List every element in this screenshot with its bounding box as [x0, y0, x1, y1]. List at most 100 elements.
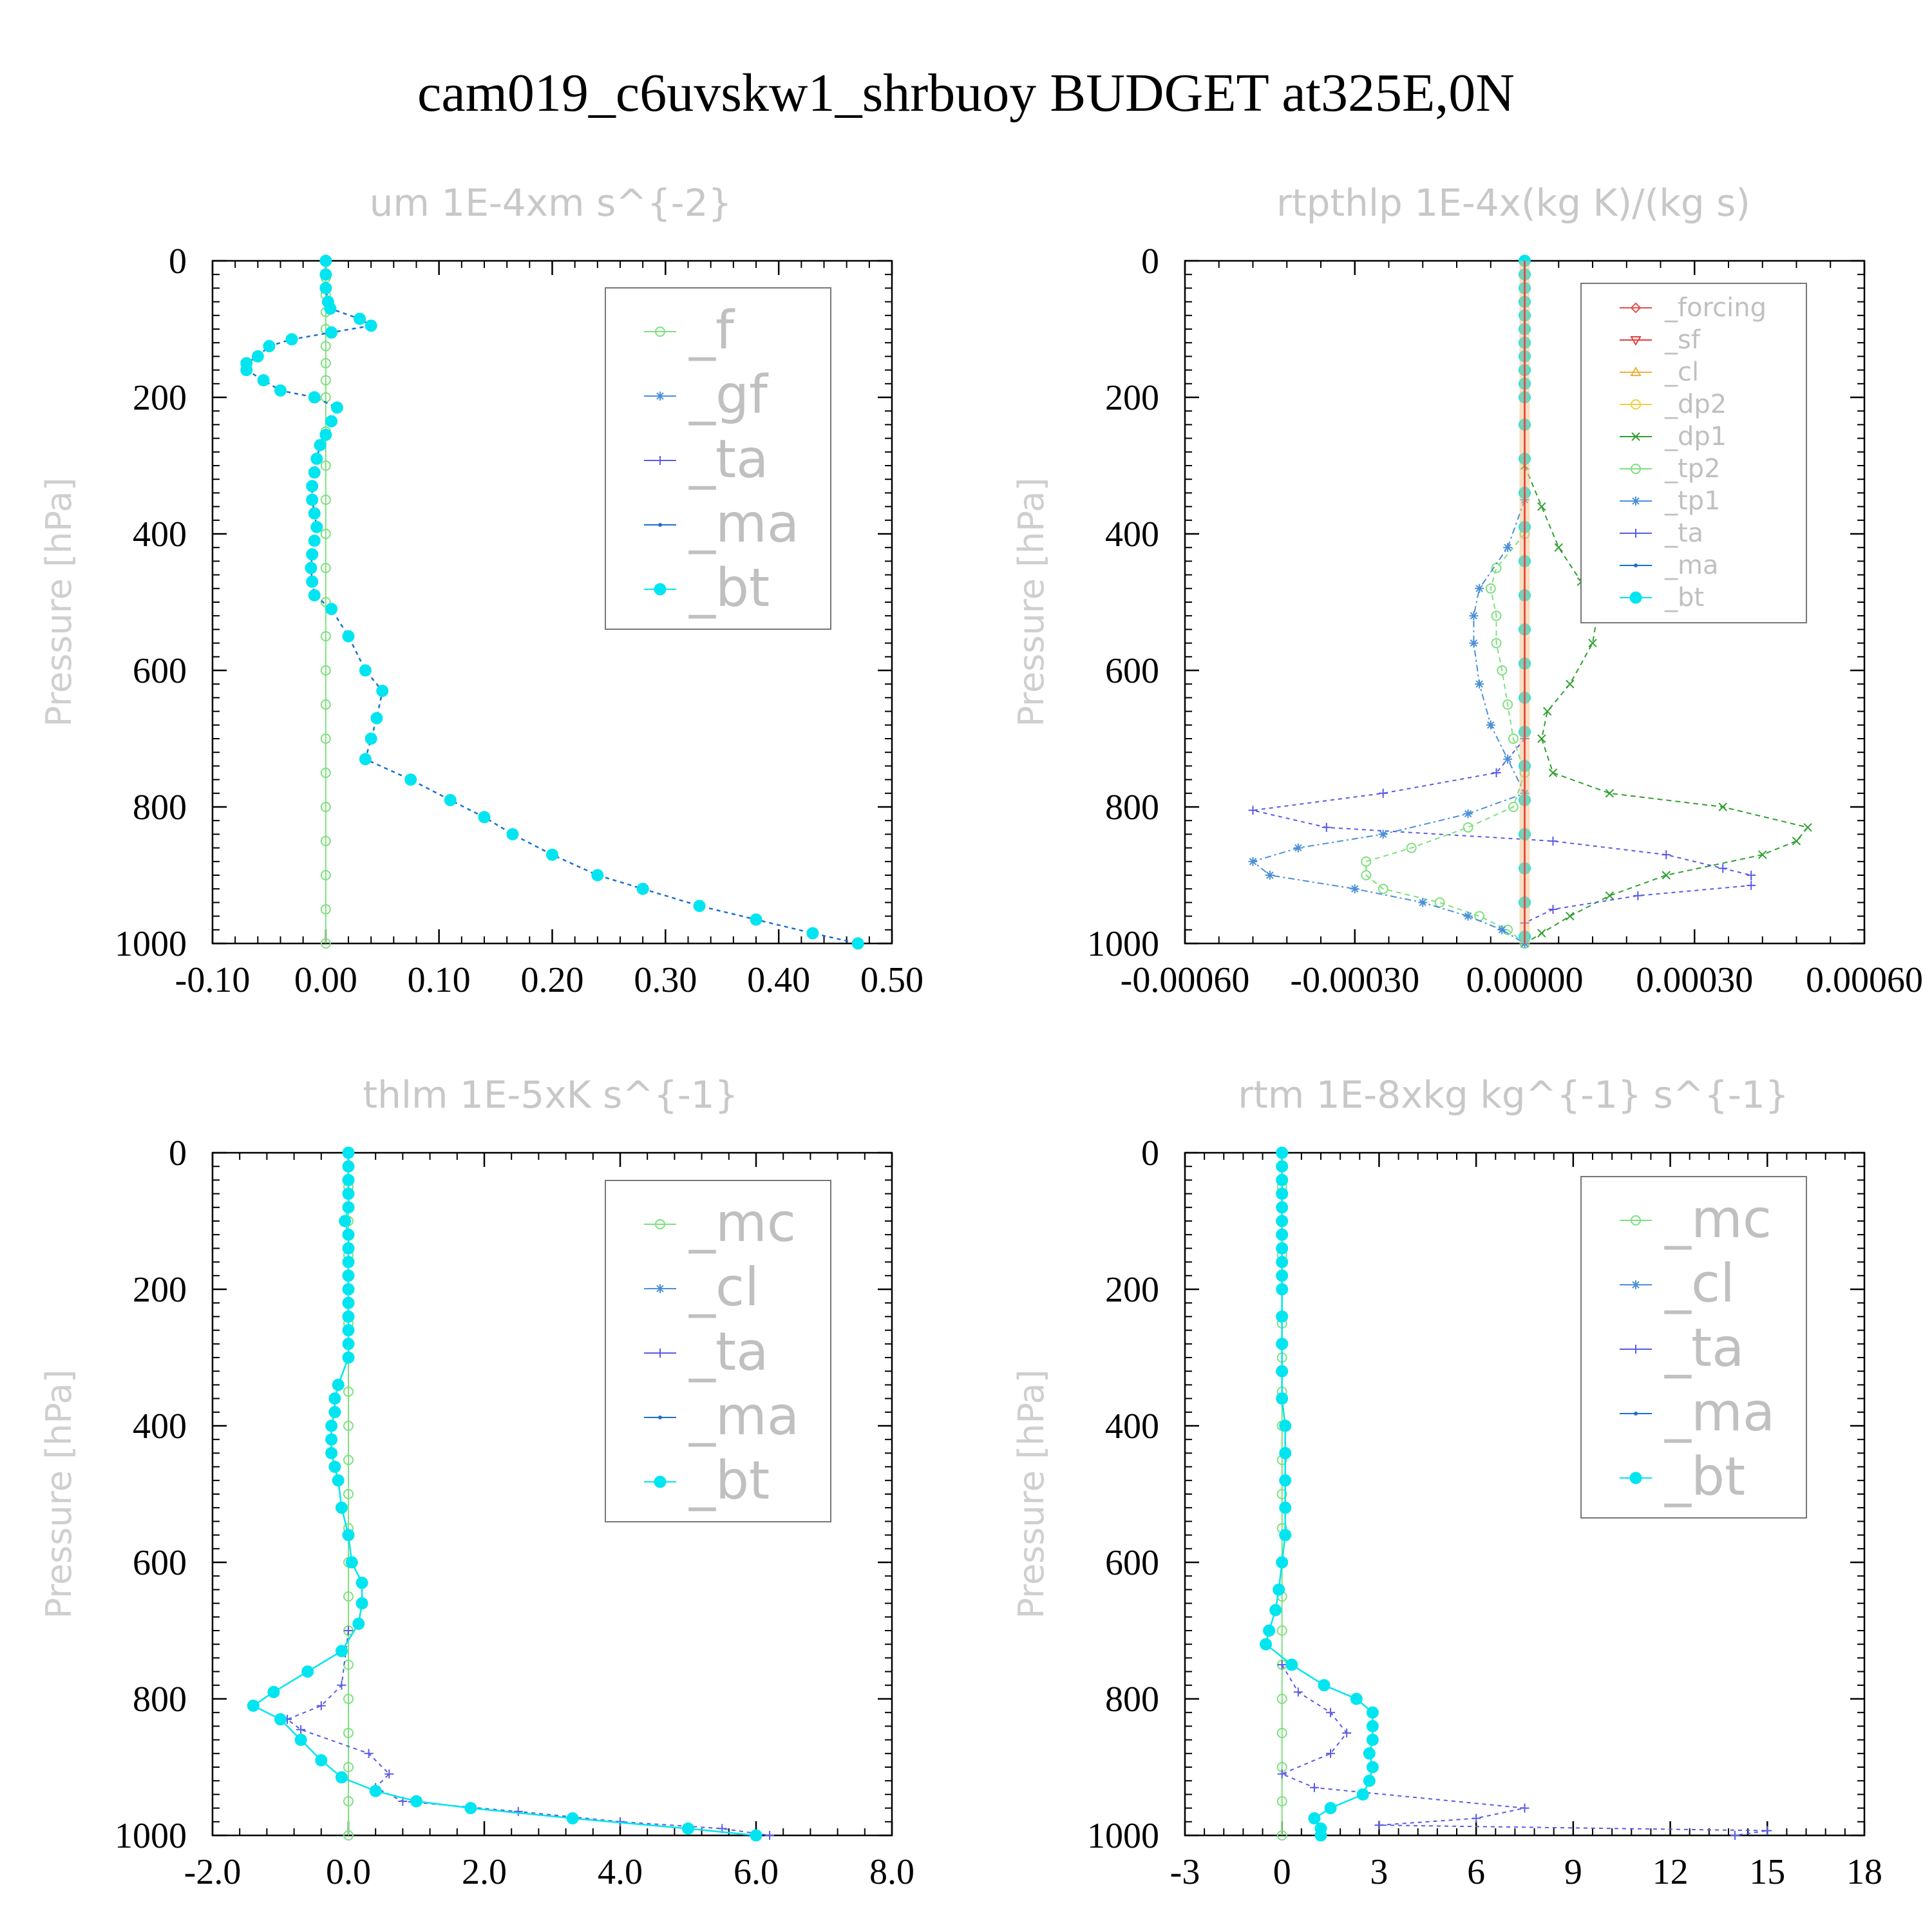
data-point — [305, 562, 317, 574]
data-point — [310, 452, 323, 465]
data-point — [1342, 1728, 1352, 1738]
legend-marker — [1631, 529, 1640, 538]
x-tick-label: -3 — [1170, 1852, 1200, 1892]
x-tick-label: -0.00060 — [1121, 960, 1250, 1000]
data-point — [325, 326, 338, 339]
x-tick-label: 0.30 — [634, 960, 697, 1000]
data-point — [1279, 1446, 1292, 1459]
legend-box — [605, 287, 831, 630]
data-point — [342, 1351, 355, 1364]
data-point — [320, 836, 331, 846]
legend-label: _bt — [688, 1450, 770, 1511]
data-point — [364, 1748, 374, 1758]
data-point — [325, 603, 338, 616]
data-point — [1276, 1269, 1289, 1282]
legend-marker — [655, 1219, 665, 1229]
data-point — [1497, 925, 1507, 934]
data-point — [1366, 1761, 1379, 1774]
series-line — [1524, 465, 1809, 944]
data-point — [682, 1822, 694, 1835]
data-point — [1520, 1803, 1530, 1813]
data-point — [352, 1617, 365, 1630]
data-point — [1285, 1658, 1298, 1671]
data-point — [328, 1392, 341, 1405]
data-point — [308, 507, 321, 520]
y-tick-label: 600 — [133, 651, 187, 691]
data-point — [1475, 679, 1484, 689]
data-point — [376, 685, 389, 697]
x-tick-label: -0.00030 — [1290, 960, 1419, 1000]
data-point — [320, 358, 331, 368]
data-point — [1276, 1310, 1289, 1323]
data-point — [693, 900, 706, 913]
series-line — [286, 1630, 770, 1836]
y-tick-label: 800 — [133, 1680, 187, 1719]
data-point — [1463, 809, 1473, 819]
data-point — [274, 384, 287, 397]
legend-marker — [1631, 1345, 1640, 1354]
data-point — [1363, 1747, 1376, 1760]
data-point — [319, 281, 332, 294]
data-point — [1554, 543, 1563, 552]
data-point — [1276, 1489, 1287, 1499]
y-axis-label: Pressure [hPa] — [39, 477, 79, 726]
data-point — [342, 1173, 355, 1186]
data-point — [1502, 699, 1513, 710]
data-point — [1475, 583, 1484, 593]
data-point — [355, 1597, 368, 1610]
data-point — [285, 333, 298, 346]
data-point — [444, 793, 457, 806]
data-point — [296, 1725, 306, 1734]
data-point — [1273, 1583, 1285, 1596]
panel-rtpthlp: rtpthlp 1E-4x(kg K)/(kg s) Pressure [hPa… — [1011, 181, 1923, 1000]
data-point — [1463, 911, 1473, 921]
data-point — [263, 340, 276, 352]
legend-label: _ta — [1664, 518, 1703, 548]
y-tick-label: 0 — [169, 242, 187, 281]
legend-marker — [1629, 591, 1642, 604]
y-tick-label: 200 — [1105, 1270, 1159, 1310]
y-tick-label: 1000 — [1087, 924, 1159, 964]
legend-marker — [658, 1416, 662, 1419]
data-point — [343, 1455, 354, 1465]
data-point — [765, 1831, 775, 1840]
data-point — [513, 1806, 523, 1816]
data-point — [1276, 1830, 1287, 1841]
data-point — [310, 520, 323, 533]
data-point — [1279, 1501, 1292, 1514]
y-tick-label: 1000 — [115, 924, 187, 964]
data-point — [1326, 1748, 1336, 1758]
legend-marker — [1630, 366, 1642, 376]
data-point — [365, 319, 377, 332]
data-point — [464, 1802, 477, 1815]
panel-title: thlm 1E-5xK s^{-1} — [363, 1073, 738, 1117]
data-point — [1463, 822, 1473, 833]
data-point — [306, 548, 319, 561]
data-point — [1263, 1624, 1276, 1637]
legend-marker — [1631, 399, 1641, 410]
data-point — [342, 1324, 355, 1337]
legend-label: _ma — [1664, 551, 1718, 580]
data-point — [1503, 543, 1513, 553]
data-point — [343, 1728, 354, 1738]
panel-rtm: rtm 1E-8xkg kg^{-1} s^{-1} Pressure [hPa… — [1011, 1073, 1882, 1892]
panel-title: rtpthlp 1E-4x(kg K)/(kg s) — [1276, 181, 1750, 225]
data-point — [1293, 843, 1303, 853]
data-point — [1537, 929, 1546, 938]
data-point — [1276, 1188, 1289, 1200]
data-point — [1486, 720, 1495, 730]
data-point — [750, 1829, 762, 1842]
data-point — [1469, 638, 1479, 648]
data-point — [1472, 1814, 1481, 1823]
x-tick-label: 0.00000 — [1466, 960, 1584, 1000]
x-tick-label: 0.20 — [521, 960, 584, 1000]
data-point — [1747, 871, 1756, 880]
data-point — [332, 1474, 345, 1487]
data-point — [1309, 1783, 1319, 1792]
x-tick-label: 0.00 — [294, 960, 357, 1000]
data-point — [343, 1796, 354, 1806]
data-point — [306, 493, 319, 506]
data-point — [325, 1446, 338, 1459]
data-point — [1277, 1769, 1287, 1779]
data-point — [320, 734, 331, 744]
